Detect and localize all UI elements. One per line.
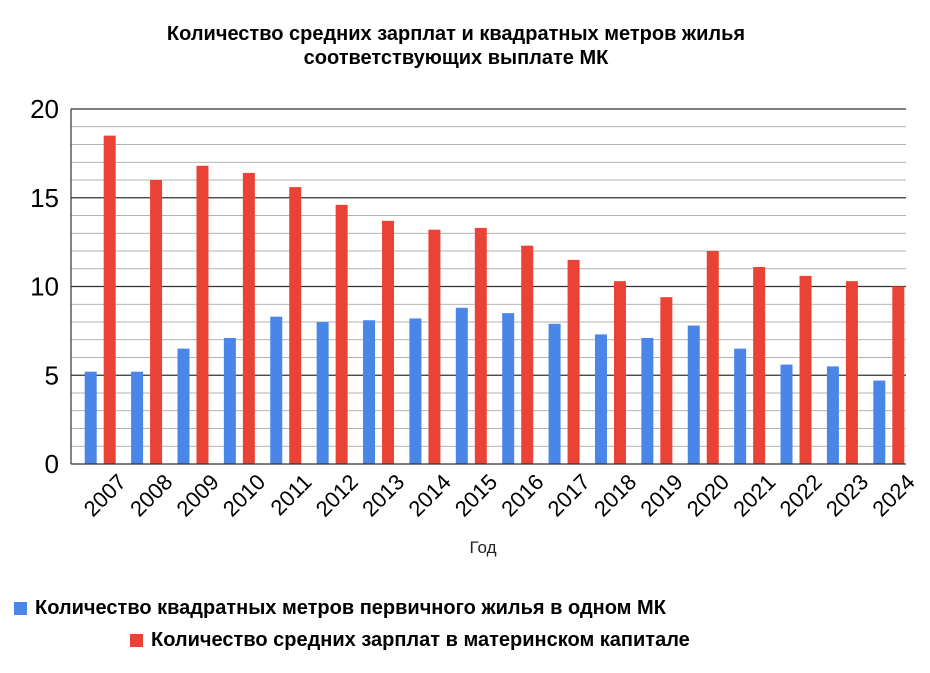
bar-series-2 — [706, 251, 719, 464]
bar-series-1 — [84, 371, 97, 464]
legend-item-series-2: Количество средних зарплат в материнском… — [130, 629, 690, 652]
bar-series-2 — [521, 245, 534, 464]
x-tick-label: 2024 — [867, 469, 919, 521]
x-tick-label: 2020 — [682, 469, 734, 521]
bar-series-2 — [335, 204, 348, 464]
x-tick-label: 2013 — [357, 469, 409, 521]
x-tick-label: 2019 — [635, 469, 687, 521]
bar-series-1 — [641, 337, 654, 464]
bar-series-1 — [131, 371, 144, 464]
bar-series-1 — [177, 348, 190, 464]
legend: Количество квадратных метров первичного … — [0, 597, 930, 651]
bar-series-1 — [687, 325, 700, 464]
x-tick-label: 2014 — [403, 469, 455, 521]
x-tick-label: 2015 — [450, 469, 502, 521]
x-tick-label: 2022 — [775, 469, 827, 521]
bar-series-2 — [103, 135, 116, 464]
x-tick-label: 2011 — [265, 469, 316, 520]
y-tick-label: 0 — [45, 449, 59, 479]
bar-series-2 — [799, 275, 812, 464]
bar-series-2 — [567, 259, 580, 464]
bar-series-2 — [428, 229, 441, 464]
bar-series-1 — [594, 334, 607, 464]
legend-swatch-red — [130, 634, 143, 647]
bar-series-1 — [270, 316, 283, 464]
x-tick-label: 2012 — [311, 469, 363, 521]
bar-series-2 — [660, 297, 673, 464]
chart-title-line-2: соответствующих выплате МК — [303, 47, 609, 69]
x-tick-label: 2008 — [125, 469, 177, 521]
bar-series-2 — [613, 281, 626, 464]
bar-series-2 — [196, 165, 209, 465]
x-tick-label: 2007 — [79, 469, 131, 521]
y-tick-label: 20 — [30, 94, 59, 124]
chart-title: Количество средних зарплат и квадратных … — [0, 22, 912, 70]
x-axis-label: Год — [469, 538, 496, 557]
bar-series-1 — [363, 320, 376, 464]
bar-series-1 — [734, 348, 747, 464]
bar-series-2 — [242, 172, 255, 464]
x-tick-label: 2017 — [543, 469, 595, 521]
y-tick-label: 15 — [30, 183, 59, 213]
grid-lines — [71, 108, 906, 447]
bar-series-2 — [150, 180, 163, 464]
bar-series-2 — [289, 187, 302, 464]
bars — [84, 135, 905, 465]
bar-series-2 — [753, 266, 766, 464]
axes — [70, 109, 906, 465]
x-tick-label: 2016 — [496, 469, 548, 521]
x-tick-label: 2009 — [172, 469, 224, 521]
bar-series-1 — [826, 366, 839, 464]
x-tick-label: 2010 — [218, 469, 270, 521]
bar-series-1 — [455, 307, 468, 464]
x-tick-labels: 2007200820092010201120122013201420152016… — [79, 469, 920, 521]
bar-series-2 — [845, 281, 858, 464]
bar-series-2 — [382, 220, 395, 464]
legend-item-series-1: Количество квадратных метров первичного … — [14, 597, 666, 620]
bar-series-1 — [223, 337, 236, 464]
bar-series-1 — [873, 380, 886, 464]
legend-label-series-2: Количество средних зарплат в материнском… — [151, 629, 690, 651]
bar-series-2 — [892, 286, 905, 464]
y-tick-label: 10 — [30, 272, 59, 302]
bar-series-1 — [502, 313, 515, 464]
legend-label-series-1: Количество квадратных метров первичного … — [35, 597, 666, 619]
x-tick-label: 2023 — [821, 469, 873, 521]
bar-series-2 — [474, 227, 487, 464]
x-tick-label: 2018 — [589, 469, 641, 521]
y-tick-label: 5 — [45, 360, 59, 390]
legend-swatch-blue — [14, 602, 27, 615]
x-tick-label: 2021 — [728, 469, 780, 521]
bar-series-1 — [316, 322, 329, 464]
bar-series-1 — [780, 364, 793, 464]
bar-series-1 — [409, 318, 422, 464]
chart-title-line-1: Количество средних зарплат и квадратных … — [166, 23, 746, 45]
y-tick-labels: 0 5 10 15 20 — [30, 94, 59, 479]
bar-series-1 — [548, 323, 561, 464]
